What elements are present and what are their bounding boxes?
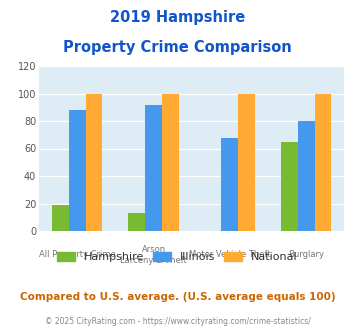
Bar xyxy=(298,121,315,231)
Text: All Property Crime: All Property Crime xyxy=(39,250,116,259)
Text: Arson: Arson xyxy=(142,245,165,254)
Text: Burglary: Burglary xyxy=(288,250,324,259)
Legend: Hampshire, Illinois, National: Hampshire, Illinois, National xyxy=(53,248,302,267)
Bar xyxy=(162,93,179,231)
Bar xyxy=(69,110,86,231)
Text: © 2025 CityRating.com - https://www.cityrating.com/crime-statistics/: © 2025 CityRating.com - https://www.city… xyxy=(45,317,310,326)
Bar xyxy=(281,142,298,231)
Bar xyxy=(222,138,238,231)
Bar xyxy=(145,105,162,231)
Bar xyxy=(86,93,102,231)
Text: Compared to U.S. average. (U.S. average equals 100): Compared to U.S. average. (U.S. average … xyxy=(20,292,335,302)
Text: Motor Vehicle Theft: Motor Vehicle Theft xyxy=(189,250,271,259)
Text: 2019 Hampshire: 2019 Hampshire xyxy=(110,10,245,25)
Bar xyxy=(52,205,69,231)
Bar xyxy=(129,213,145,231)
Bar xyxy=(238,93,255,231)
Bar xyxy=(315,93,331,231)
Text: Property Crime Comparison: Property Crime Comparison xyxy=(63,40,292,54)
Text: Larceny & Theft: Larceny & Theft xyxy=(120,256,187,265)
